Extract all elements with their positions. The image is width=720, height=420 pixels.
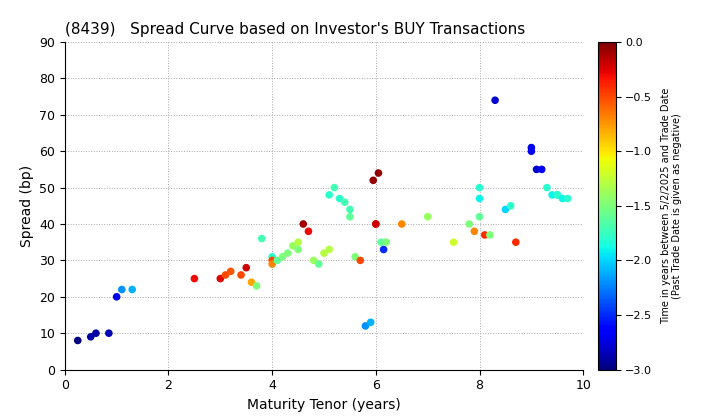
Point <box>367 177 379 184</box>
Text: (8439)   Spread Curve based on Investor's BUY Transactions: (8439) Spread Curve based on Investor's … <box>65 22 525 37</box>
Point <box>365 319 377 326</box>
X-axis label: Maturity Tenor (years): Maturity Tenor (years) <box>247 398 401 412</box>
Point <box>546 192 558 198</box>
Point <box>531 166 542 173</box>
Point <box>240 264 252 271</box>
Point <box>282 250 294 257</box>
Point <box>469 228 480 235</box>
Point <box>474 195 485 202</box>
Point <box>323 246 335 253</box>
Point <box>318 250 330 257</box>
Point <box>380 239 392 246</box>
Y-axis label: Time in years between 5/2/2025 and Trade Date
(Past Trade Date is given as negat: Time in years between 5/2/2025 and Trade… <box>661 88 683 324</box>
Point <box>474 184 485 191</box>
Point <box>541 184 553 191</box>
Point <box>90 330 102 336</box>
Point <box>422 213 433 220</box>
Point <box>287 242 299 249</box>
Point <box>562 195 573 202</box>
Point <box>225 268 236 275</box>
Point <box>266 253 278 260</box>
Point <box>375 239 387 246</box>
Point <box>72 337 84 344</box>
Point <box>490 97 501 104</box>
Point <box>246 279 257 286</box>
Point <box>373 170 384 176</box>
Point <box>276 253 288 260</box>
Point <box>116 286 127 293</box>
Point <box>308 257 320 264</box>
Point <box>552 192 563 198</box>
Point <box>111 294 122 300</box>
Point <box>484 231 495 238</box>
Point <box>479 231 490 238</box>
Point <box>271 257 283 264</box>
Point <box>266 257 278 264</box>
Point <box>500 206 511 213</box>
Y-axis label: Spread (bp): Spread (bp) <box>19 165 34 247</box>
Point <box>292 246 304 253</box>
Point <box>127 286 138 293</box>
Point <box>302 228 314 235</box>
Point <box>292 239 304 246</box>
Point <box>220 272 231 278</box>
Point <box>526 148 537 155</box>
Point <box>266 261 278 268</box>
Point <box>313 261 325 268</box>
Point <box>536 166 547 173</box>
Point <box>526 144 537 151</box>
Point <box>474 213 485 220</box>
Point <box>370 220 382 227</box>
Point <box>235 272 247 278</box>
Point <box>339 199 351 205</box>
Point <box>349 253 361 260</box>
Point <box>344 213 356 220</box>
Point <box>510 239 521 246</box>
Point <box>344 206 356 213</box>
Point <box>370 220 382 227</box>
Point <box>552 192 563 198</box>
Point <box>189 275 200 282</box>
Point <box>505 202 516 209</box>
Point <box>354 257 366 264</box>
Point <box>215 275 226 282</box>
Point <box>378 246 390 253</box>
Point <box>396 220 408 227</box>
Point <box>251 283 262 289</box>
Point <box>103 330 114 336</box>
Point <box>464 220 475 227</box>
Point <box>557 195 568 202</box>
Point <box>328 184 340 191</box>
Point <box>360 323 372 329</box>
Point <box>448 239 459 246</box>
Point <box>334 195 346 202</box>
Point <box>297 220 309 227</box>
Point <box>323 192 335 198</box>
Point <box>85 333 96 340</box>
Point <box>256 235 268 242</box>
